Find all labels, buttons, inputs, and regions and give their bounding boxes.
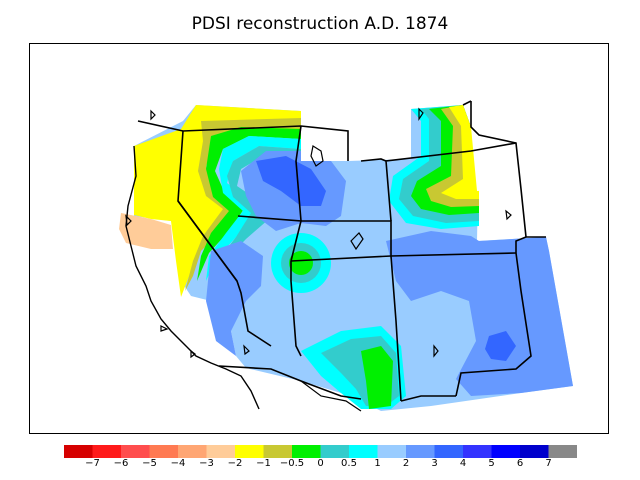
colorbar-label: 5: [488, 458, 495, 469]
coastline-baja: [300, 380, 362, 412]
colorbar-label: −3: [199, 458, 214, 469]
colorbar-label: −0.5: [279, 458, 305, 469]
pdsi-field-peach: [119, 213, 173, 249]
map-title: PDSI reconstruction A.D. 1874: [191, 14, 449, 34]
colorbar-label: −4: [170, 458, 186, 469]
colorbar-swatch: [406, 445, 435, 458]
colorbar-swatch: [235, 445, 264, 458]
lakes: [125, 107, 512, 359]
colorbar-label: −1: [256, 458, 271, 469]
colorbar-labels: −7 −6 −5 −4 −3 −2 −1 −0.5 0 0.5 1 2 3 4 5 6 7: [0, 458, 640, 474]
colorbar-swatch: [206, 445, 236, 458]
colorbar-swatch: [64, 445, 93, 458]
colorbar-label: 3: [431, 458, 438, 469]
map-no-data-nw: [301, 134, 348, 161]
colorbar-label: 7: [545, 458, 552, 469]
colorbar-swatch: [520, 445, 549, 458]
pdsi-field-blue-west: [206, 241, 263, 356]
colorbar-swatch: [121, 445, 150, 458]
colorbar-label: −5: [142, 458, 157, 469]
pdsi-field-ne-yellow: [441, 105, 479, 199]
pdsi-map: [119, 100, 573, 412]
colorbar-swatch: [434, 445, 464, 458]
colorbar-label: −7: [85, 458, 100, 469]
colorbar-swatch: [463, 445, 492, 458]
colorbar-label: 2: [402, 458, 410, 469]
colorbar-label: 4: [459, 458, 467, 469]
colorbar-label: 0.5: [341, 458, 357, 469]
colorbar-swatch: [178, 445, 207, 458]
colorbar-swatch: [491, 445, 521, 458]
colorbar-swatch: [263, 445, 293, 458]
colorbar-swatch: [149, 445, 179, 458]
colorbar-swatch: [320, 445, 350, 458]
colorbar-swatch: [292, 445, 321, 458]
colorbar-label: 1: [374, 458, 381, 469]
colorbar: [64, 445, 577, 458]
map-no-data-ne: [471, 127, 521, 191]
colorbar-swatch: [548, 445, 577, 458]
pdsi-field-blue-se: [386, 231, 573, 396]
colorbar-swatch: [377, 445, 407, 458]
pdsi-field-south-green: [361, 346, 393, 409]
colorbar-swatch: [349, 445, 378, 458]
colorbar-label: 0: [317, 458, 324, 469]
colorbar-label: −6: [113, 458, 129, 469]
pdsi-field-blue-core: [256, 156, 326, 206]
pdsi-field-blob-green: [289, 251, 313, 275]
colorbar-swatch: [92, 445, 122, 458]
state-boundaries: [137, 100, 546, 402]
colorbar-label: 6: [516, 458, 524, 469]
pdsi-field-blue-se-core: [485, 331, 516, 361]
colorbar-label: −2: [227, 458, 243, 469]
map-frame: [29, 43, 609, 434]
